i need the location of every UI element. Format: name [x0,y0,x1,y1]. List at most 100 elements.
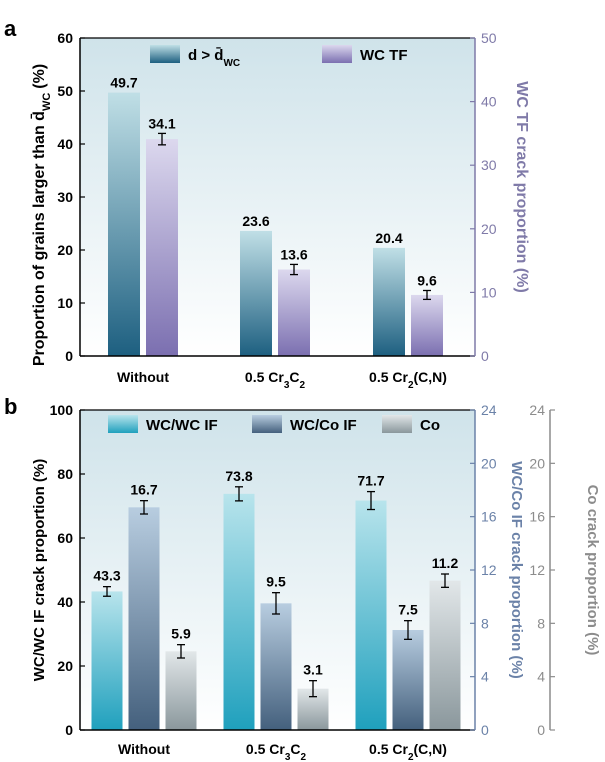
panel-b-left-tick-label: 20 [57,658,73,674]
panel-b-bar-wc-wc-if-0-5-cr2-c-n [355,500,387,730]
panel-b-data-label: 3.1 [303,662,323,678]
panel-b-legend-label-wc-co-if: WC/Co IF [290,417,357,434]
panel-a-left-tick-label: 10 [57,295,73,311]
panel-a-bar-d-d-wc-without [108,92,140,356]
panel-b-right2-tick-label: 20 [529,455,545,471]
panel-b-bar-wc-co-if-without [128,507,160,730]
panel-a-data-label: 23.6 [242,213,269,229]
panel-b-legend: WC/WC IF WC/Co IF Co [108,415,440,434]
panel-a-bar-wc-tf-0-5-cr3c2 [278,269,310,356]
panel-b-right2-tick-label: 8 [537,615,545,631]
panel-a-bar-d-d-wc-0-5-cr3c2 [240,230,272,356]
panel-a-legend: d > d̄WC WC TF [150,45,407,69]
panel-b-right-tick-label: 4 [481,669,489,685]
panel-b-left-tick-label: 40 [57,594,73,610]
panel-b-right-tick-label: 24 [481,402,497,418]
panel-a-right-tick-label: 40 [481,94,497,110]
panel-b-left-tick-label: 100 [50,402,74,418]
panel-b-right2-tick-label: 12 [529,562,545,578]
panel-a-ylabel-text: Proportion of grains larger than d̄WC(%) [29,64,53,366]
panel-b-ylabel-text: WC/WC IF crack proportion (%) [31,459,48,682]
panel-b-legend-label-wc-wc-if: WC/WC IF [146,417,218,434]
panel-b-right2-tick-label: 0 [537,722,545,738]
panel-a-category-label-0-5-cr2-c-n: 0.5 Cr2(C,N) [369,369,447,391]
panel-a-left-tick-label: 30 [57,189,73,205]
panel-a-category-label-0-5-cr3c2: 0.5 Cr3C2 [245,369,306,391]
panel-b-left-axis-label: WC/WC IF crack proportion (%) [31,459,48,682]
panel-b-data-label: 9.5 [266,574,286,590]
panel-b-legend-swatch-co [382,415,412,433]
panel-a-data-label: 13.6 [280,246,307,262]
panel-b-legend-label-co: Co [420,417,440,434]
panel-b-right-tick-label: 12 [481,562,497,578]
panel-a-bar-wc-tf-0-5-cr2-c-n [411,294,443,356]
panel-a-ylabel-right-text: WC TF crack proportion (%) [513,81,530,293]
panel-b-category-label-0-5-cr2-c-n: 0.5 Cr2(C,N) [369,741,447,762]
panel-b-left-tick-label: 80 [57,466,73,482]
panel-a-right-axis-label: WC TF crack proportion (%) [513,81,530,293]
panel-b-right-tick-label: 0 [481,722,489,738]
panel-a-right-tick-label: 10 [481,284,497,300]
panel-a-left-tick-label: 20 [57,242,73,258]
panel-a-bar-d-d-wc-0-5-cr2-c-n [373,247,405,356]
panel-b-ylabel-right-text: WC/Co IF crack proportion (%) [508,461,525,679]
panel-b-right2-tick-label: 4 [537,669,545,685]
panel-b-legend-swatch-wc-wc-if [108,415,138,433]
panel-a-data-label: 9.6 [417,272,437,288]
panel-a-data-label: 49.7 [110,75,137,91]
panel-a-data-label: 34.1 [148,115,175,131]
panel-b-data-label: 5.9 [171,626,191,642]
panel-b-ylabel-right2-text: Co crack proportion (%) [584,485,601,656]
panel-a-chart: 49.723.620.434.113.69.6 0102030405060010… [29,30,530,391]
panel-label-b: b [4,394,17,419]
panel-b-data-label: 7.5 [398,602,418,618]
panel-label-a: a [4,16,17,41]
panel-a-legend-swatch-wctf [322,45,352,63]
panel-b-right-tick-label: 20 [481,455,497,471]
panel-b-left-tick-label: 60 [57,530,73,546]
panel-b-bar-wc-wc-if-0-5-cr3c2 [223,493,255,730]
panel-a-category-label-without: Without [117,369,169,385]
panel-a-plot-background [80,38,475,356]
panel-b-right2-tick-label: 16 [529,509,545,525]
panel-b-bar-co-without [165,651,197,730]
panel-b-axes: 0 20 40 60 80 100 0 4 8 12 16 20 24 0 4 8 12 16 20 24 WC/WC … [31,402,601,762]
panel-a-bar-wc-tf-without [146,139,178,356]
panel-b-data-label: 71.7 [357,473,384,489]
panel-b-right2-axis-label: Co crack proportion (%) [584,485,601,656]
panel-a-left-tick-label: 0 [65,348,73,364]
panel-a-right-tick-label: 30 [481,157,497,173]
panel-b-bars: 43.3 73.8 71.7 16.7 9.5 7.5 5.9 3.1 11.2 [91,468,461,730]
panel-a-bars: 49.7 23.6 20.4 34.1 13.6 9.6 [108,75,443,356]
panel-a-left-tick-label: 50 [57,83,73,99]
panel-b-right-tick-label: 8 [481,615,489,631]
panel-b-category-label-0-5-cr3c2: 0.5 Cr3C2 [246,741,307,762]
panel-b-data-label: 11.2 [432,555,459,571]
panel-b-bar-co-0-5-cr2-c-n [429,580,461,730]
panel-b-bar-wc-co-if-0-5-cr2-c-n [392,630,424,730]
panel-b-category-label-without: Without [118,741,170,757]
panel-a-left-tick-label: 40 [57,136,73,152]
panel-a-data-label: 20.4 [375,230,402,246]
panel-b-data-label: 73.8 [225,468,252,484]
panel-b-data-label: 43.3 [93,568,120,584]
panel-a-right-tick-label: 20 [481,221,497,237]
panel-a-left-axis-label: Proportion of grains larger than d̄WC(%) [29,64,53,366]
panel-b-right2-tick-label: 24 [529,402,545,418]
panel-b-legend-swatch-wc-co-if [252,415,282,433]
panel-b-right-axis-label: WC/Co IF crack proportion (%) [508,461,525,679]
panel-b-data-label: 16.7 [130,482,157,498]
panel-b-bar-wc-wc-if-without [91,591,123,730]
panel-b-right-tick-label: 16 [481,509,497,525]
panel-b-bar-wc-co-if-0-5-cr3c2 [260,603,292,730]
panel-a-right-tick-label: 0 [481,348,489,364]
panel-b-left-tick-label: 0 [65,722,73,738]
panel-a-right-tick-label: 50 [481,30,497,46]
panel-a-legend-swatch-grain [150,45,180,63]
panel-a-legend-label-wctf: WC TF [360,47,407,64]
panel-b-chart: 43.373.8 71.716.79.57.55.93.111.2 0204060… [31,402,601,762]
panel-a-legend-label-grain: d > d̄WC [188,46,240,68]
panel-a-left-tick-label: 60 [57,30,73,46]
